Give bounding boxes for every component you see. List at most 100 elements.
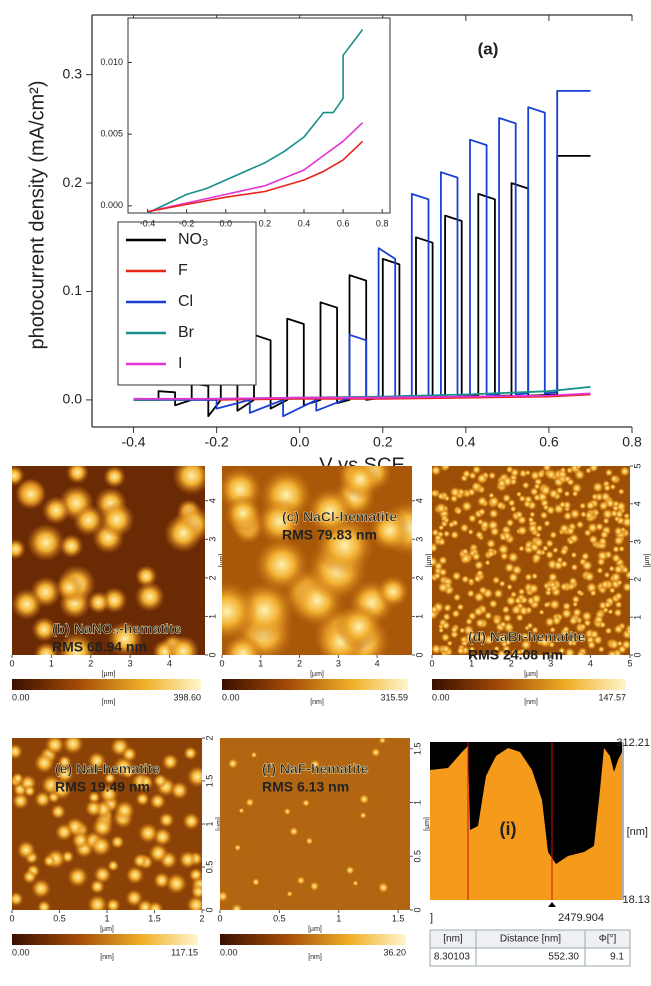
afm-grain (539, 609, 545, 615)
afm-y-tick-label: 2 (207, 575, 217, 580)
afm-grain (377, 575, 410, 608)
profile-x-fragment: ] (430, 912, 433, 924)
afm-grain (450, 530, 459, 539)
afm-rms: RMS 6.13 nm (262, 779, 349, 795)
afm-grain (103, 466, 126, 489)
afm-x-tick-label: 0 (9, 658, 14, 668)
afm-grain (149, 793, 166, 810)
afm-x-unit: [µm] (102, 671, 116, 678)
afm-y-unit: [µm] (424, 817, 431, 831)
afm-grain (587, 522, 598, 533)
afm-grain (437, 582, 449, 594)
afm-grain (502, 493, 512, 503)
colorbar-min: 0.00 (12, 947, 30, 957)
afm-grain (601, 580, 610, 589)
afm-grain (563, 511, 573, 521)
afm-grain (42, 496, 71, 525)
table-cell: 9.1 (610, 952, 624, 963)
afm-grain (576, 463, 582, 469)
afm-grain (589, 463, 599, 473)
afm-grain (506, 466, 514, 474)
legend-label: Cl (178, 293, 193, 310)
afm-grain (597, 557, 606, 566)
afm-y-tick-label: 0.5 (204, 861, 214, 874)
afm-grain (34, 753, 55, 774)
afm-y-tick-label: 0 (412, 907, 422, 912)
afm-grain (581, 560, 593, 572)
afm-y-tick-label: 1 (414, 614, 424, 619)
afm-y-tick-label: 0 (207, 652, 217, 657)
y-tick-label: 0.000 (100, 200, 123, 210)
colorbar-max: 36.20 (383, 947, 406, 957)
afm-grain (430, 465, 441, 476)
afm-grain (599, 621, 606, 628)
afm-grain (430, 490, 438, 498)
afm-grain (438, 627, 444, 633)
afm-grain (581, 552, 590, 561)
legend-label: F (178, 262, 188, 279)
colorbar-min: 0.00 (432, 692, 450, 702)
colorbar-min: 0.00 (222, 692, 240, 702)
afm-grain (27, 524, 65, 562)
afm-grain (598, 646, 605, 653)
afm-x-tick-label: 2 (297, 658, 302, 668)
afm-grain (452, 571, 462, 581)
afm-grain (518, 545, 525, 552)
afm-grain (497, 479, 507, 489)
afm-grain (572, 608, 582, 618)
afm-y-tick-label: 2 (632, 577, 642, 582)
afm-x-tick-label: 4 (588, 658, 593, 668)
x-tick-label: 0.6 (337, 218, 350, 228)
afm-grain (613, 608, 622, 617)
x-tick-label: -0.2 (205, 434, 229, 450)
colorbar-unit: [nm] (310, 699, 324, 706)
page: {"chart_data": [ {"type": "line", "title… (0, 0, 651, 986)
afm-x-unit: [µm] (524, 671, 538, 678)
afm-label: (c) NaCl-hematite (282, 509, 397, 525)
afm-grain (602, 508, 614, 520)
afm-grain (475, 618, 485, 628)
afm-x-tick-label: 2 (88, 658, 93, 668)
afm-grain (596, 567, 603, 574)
afm-grain (252, 878, 260, 886)
afm-grain (444, 495, 450, 501)
afm-grain (478, 508, 486, 516)
afm-grain (453, 593, 461, 601)
afm-x-tick-label: 0 (217, 913, 222, 923)
afm-grain (238, 808, 244, 814)
table-header-cell: [nm] (443, 934, 463, 945)
afm-grain (543, 520, 550, 527)
afm-grain (45, 735, 65, 755)
afm-x-tick-label: 0 (219, 658, 224, 668)
afm-grain (497, 543, 509, 555)
afm-grain (430, 605, 438, 613)
afm-y-tick-label: 1 (207, 614, 217, 619)
afm-y-tick-label: 1 (204, 821, 214, 826)
afm-grain (451, 609, 460, 618)
afm-grain (352, 880, 358, 886)
afm-grain (459, 627, 466, 634)
afm-grain (613, 624, 623, 634)
afm-grain (15, 479, 46, 510)
afm-grain (227, 758, 238, 769)
y-axis-label: photocurrent density (mA/cm²) (26, 81, 48, 350)
afm-grain (479, 520, 490, 531)
afm-grain (607, 609, 613, 615)
afm-grain (464, 490, 471, 497)
afm-grain (568, 538, 575, 545)
afm-grain (191, 884, 207, 900)
afm-grain (114, 800, 134, 820)
afm-grain (531, 573, 538, 580)
afm-grain (618, 488, 625, 495)
afm-grain (619, 466, 630, 477)
afm-x-unit: [µm] (310, 671, 324, 678)
afm-x-tick-label: 1 (336, 913, 341, 923)
afm-grain (296, 876, 305, 885)
x-tick-label: 0.8 (376, 218, 389, 228)
afm-grain (592, 481, 604, 493)
afm-x-unit: [µm] (100, 926, 114, 933)
afm-grain (610, 474, 619, 483)
colorbar-unit: [nm] (308, 954, 322, 961)
afm-grain (183, 746, 197, 760)
legend-label: NO₃ (178, 231, 209, 248)
